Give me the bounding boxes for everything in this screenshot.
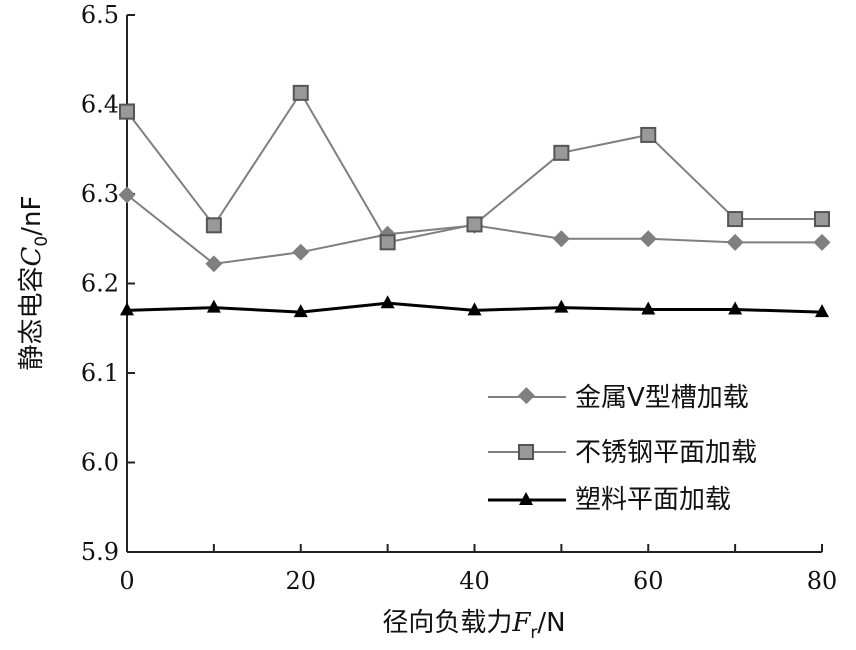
triangle-point [815,304,829,318]
square-point [466,216,483,233]
x-tick-label: 60 [633,567,664,595]
triangle-point [554,299,569,313]
diamond-point [205,255,223,273]
y-tick-label: 5.9 [81,538,119,566]
square-point [119,103,135,120]
diamond-point [639,230,657,248]
y-axis-label-var: C [17,246,47,266]
square-point [727,211,744,228]
diamond-point [292,243,310,261]
y-tick-label: 6.2 [81,270,119,298]
legend-item-metal-v-groove: 金属V型槽加载 [488,383,749,413]
triangle-point [641,301,656,315]
x-tick-label: 80 [807,567,838,595]
legend-square-marker [518,444,534,460]
legend-label-stainless-steel: 不锈钢平面加载 [575,438,757,468]
y-axis-label-main: 静态电容 [17,266,47,370]
legend: 金属V型槽加载 不锈钢平面加载 塑料平面加载 [488,383,757,515]
legend-item-stainless-steel: 不锈钢平面加载 [488,438,757,468]
x-axis-label-sub: r [530,623,537,643]
square-point [205,217,222,234]
x-axis-label: 径向负载力Fr/N [382,608,565,643]
diamond-point [118,186,136,204]
y-axis-label-unit: /nF [17,196,47,236]
legend-diamond-marker [517,387,535,405]
triangle-point [120,302,134,316]
square-point [553,144,570,161]
legend-triangle-marker [519,492,533,505]
y-tick-label: 6.1 [81,359,119,387]
y-tick-label: 6.5 [81,1,119,29]
y-tick-label: 6.3 [81,180,119,208]
y-tick-label: 6.4 [81,91,119,119]
series-markers [118,84,831,318]
square-point [379,234,396,251]
x-tick-label: 0 [119,567,134,595]
square-point [814,211,830,228]
x-axis-label-main: 径向负载力 [382,608,512,638]
legend-label-plastic: 塑料平面加载 [575,485,731,515]
y-axis-label-sub: 0 [32,236,52,247]
legend-item-plastic: 塑料平面加载 [488,485,731,515]
y-tick-label: 6.0 [81,449,119,477]
x-axis-label-unit: /N [537,608,565,638]
triangle-point [467,302,482,316]
diamond-point [726,233,744,251]
triangle-point [206,299,221,313]
square-point [640,126,657,143]
x-ticks: 0 20 40 60 80 [119,544,837,595]
triangle-point [293,304,308,318]
y-axis-label: 静态电容C0/nF [17,196,52,371]
x-axis-label-var: F [511,608,531,638]
series-lines [126,90,823,314]
x-tick-label: 20 [285,567,316,595]
legend-label-metal-v-groove: 金属V型槽加载 [575,383,749,413]
diamond-point [813,233,831,251]
diamond-point [552,230,570,248]
square-point [292,84,309,101]
triangle-point [380,295,395,309]
triangle-point [728,301,743,315]
axes [126,15,822,553]
x-tick-label: 40 [459,567,490,595]
